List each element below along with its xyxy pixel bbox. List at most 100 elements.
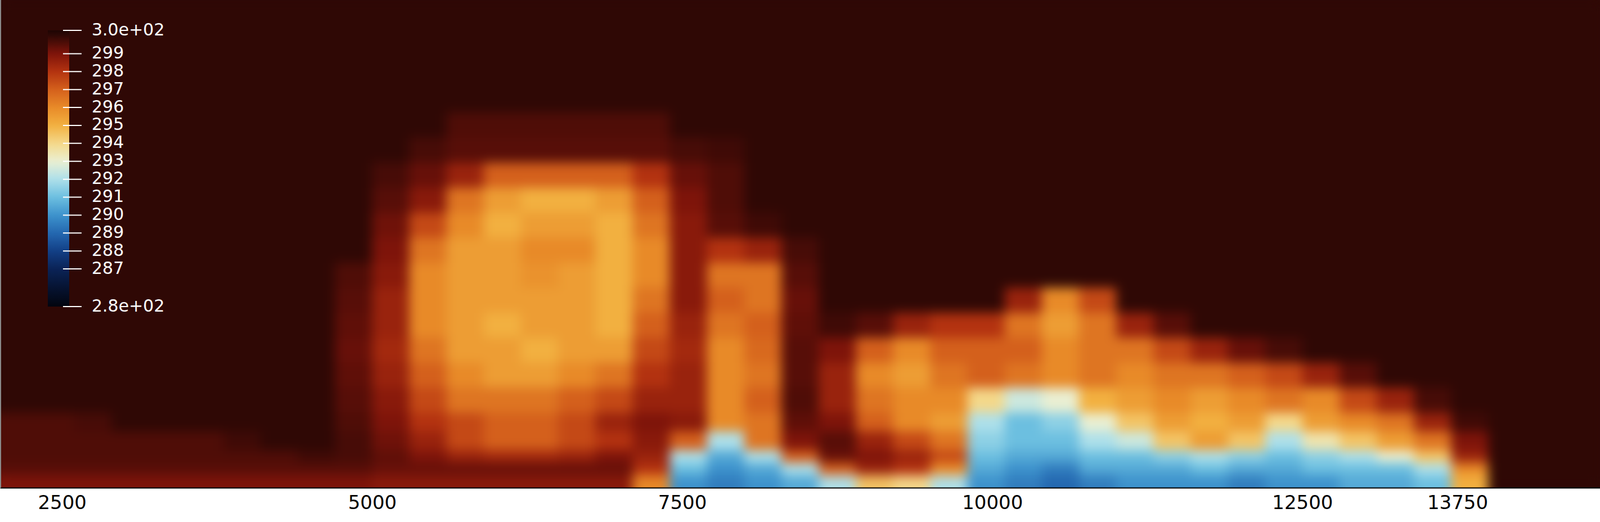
heatmap-cell [1525, 187, 1564, 213]
heatmap-cell [520, 237, 559, 263]
heatmap-cell [1488, 312, 1527, 339]
heatmap-cell [297, 431, 336, 451]
heatmap-cell [558, 212, 596, 238]
heatmap-cell [967, 112, 1006, 138]
heatmap-cell [1376, 162, 1415, 188]
heatmap-cell [892, 412, 931, 433]
x-tick: 5000 [348, 487, 398, 514]
heatmap-cell [967, 162, 1006, 188]
heatmap-cell [1079, 137, 1117, 164]
heatmap-cell [0, 450, 38, 464]
heatmap-cell [1450, 463, 1489, 476]
heatmap-cell [558, 187, 596, 213]
heatmap-cell [670, 312, 708, 339]
heatmap-cell [892, 187, 931, 213]
heatmap-cell [1079, 337, 1117, 363]
heatmap-cell [744, 463, 782, 476]
heatmap-cell [446, 137, 485, 164]
heatmap-cell [1488, 362, 1527, 389]
heatmap-cell [781, 450, 820, 464]
heatmap-cell [297, 212, 336, 238]
heatmap-cell [1450, 362, 1489, 389]
heatmap-cell [1116, 337, 1154, 363]
heatmap-cell [558, 362, 596, 389]
heatmap-cell [1488, 112, 1527, 138]
heatmap-cell [1339, 187, 1378, 213]
heatmap-cell [1190, 463, 1229, 476]
heatmap-cell [707, 312, 745, 339]
heatmap-cell [1562, 412, 1600, 433]
heatmap-cell [929, 237, 968, 263]
heatmap-cell [149, 0, 187, 114]
heatmap-cell [0, 237, 38, 263]
heatmap-cell [149, 137, 187, 164]
heatmap-cell [558, 387, 596, 413]
heatmap-cell [1079, 162, 1117, 188]
heatmap-cell [37, 412, 75, 433]
heatmap-cell [149, 463, 187, 476]
heatmap-cell [334, 387, 373, 413]
heatmap-cell [595, 412, 633, 433]
heatmap-cell [1413, 475, 1452, 488]
heatmap-cell [1525, 262, 1564, 289]
heatmap-cell [223, 362, 262, 389]
heatmap-cell [1450, 137, 1489, 164]
heatmap-cell [0, 137, 38, 164]
heatmap-cell [1116, 0, 1154, 114]
heatmap-cell [595, 463, 633, 476]
heatmap-cell [1339, 362, 1378, 389]
heatmap-cell [223, 237, 262, 263]
heatmap-cell [1450, 431, 1489, 451]
heatmap-cell [929, 212, 968, 238]
heatmap-cell [1376, 287, 1415, 313]
heatmap-cell [744, 431, 782, 451]
heatmap-cell [1265, 287, 1303, 313]
heatmap-cell [409, 212, 448, 238]
heatmap-cell [1153, 187, 1191, 213]
heatmap-cell [111, 337, 150, 363]
heatmap-cell [186, 450, 224, 464]
heatmap-cell [223, 450, 262, 464]
heatmap-cell [1190, 287, 1229, 313]
heatmap-cell [297, 450, 336, 464]
heatmap-cell [1190, 187, 1229, 213]
x-tick: 12500 [1272, 487, 1333, 514]
heatmap-cell [1004, 237, 1043, 263]
color-bar-tick-label: 2.8e+02 [91, 295, 165, 316]
heatmap-cell [818, 412, 857, 433]
heatmap-cell [967, 412, 1006, 433]
heatmap-cell [1041, 137, 1080, 164]
heatmap-cell [632, 187, 671, 213]
heatmap-cell [520, 431, 559, 451]
heatmap-cell [1041, 162, 1080, 188]
heatmap-cell [74, 337, 112, 363]
heatmap-cell [1265, 450, 1303, 464]
heatmap-cell [186, 237, 224, 263]
x-tick-label: 10000 [962, 491, 1023, 514]
heatmap-cell [1004, 287, 1043, 313]
heatmap-cell [1041, 287, 1080, 313]
heatmap-cell [1041, 431, 1080, 451]
heatmap-cell [781, 187, 820, 213]
heatmap-cell [1302, 337, 1341, 363]
heatmap-cell [1413, 287, 1452, 313]
heatmap-cell [1413, 312, 1452, 339]
heatmap-cell [558, 312, 596, 339]
heatmap-cell [595, 431, 633, 451]
heatmap-cell [744, 312, 782, 339]
heatmap-cell [260, 475, 299, 488]
color-bar-tick-label: 291 [91, 186, 124, 206]
heatmap-cell [707, 463, 745, 476]
heatmap-cell [1041, 312, 1080, 339]
heatmap-cell [260, 187, 299, 213]
heatmap-cell [818, 262, 857, 289]
heatmap-cell [1413, 387, 1452, 413]
heatmap-cell [297, 312, 336, 339]
heatmap-cell [1079, 212, 1117, 238]
heatmap-cell [855, 212, 894, 238]
heatmap-cell [855, 362, 894, 389]
heatmap-cell [1488, 431, 1527, 451]
heatmap-cell [818, 187, 857, 213]
heatmap-cell [558, 412, 596, 433]
heatmap-cell [149, 412, 187, 433]
